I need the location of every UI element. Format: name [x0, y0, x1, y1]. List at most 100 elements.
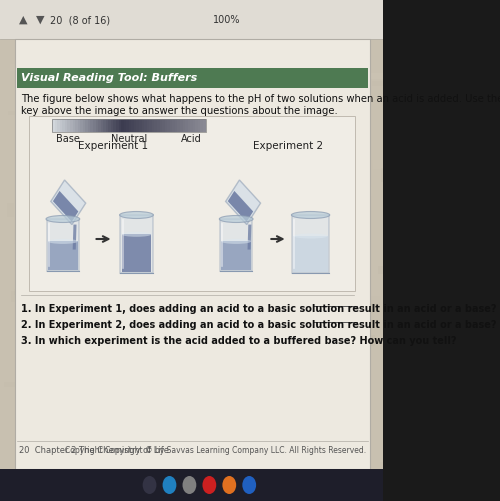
Bar — [326, 405, 342, 411]
Bar — [214, 337, 218, 345]
Text: Base: Base — [56, 134, 80, 144]
Bar — [114, 304, 124, 316]
Bar — [68, 394, 84, 402]
Bar — [142, 119, 144, 132]
Bar — [157, 205, 175, 214]
Bar — [170, 119, 172, 132]
Bar — [178, 119, 180, 132]
Bar — [239, 143, 255, 149]
Bar — [176, 162, 183, 166]
Bar — [262, 408, 280, 413]
Bar — [142, 283, 158, 292]
Bar — [20, 206, 28, 217]
Bar — [48, 241, 78, 270]
Bar — [378, 267, 396, 275]
Bar — [194, 168, 207, 173]
Bar — [116, 119, 119, 132]
Bar — [100, 119, 103, 132]
Bar — [40, 69, 57, 81]
Bar — [151, 326, 162, 339]
Bar — [175, 119, 178, 132]
Bar — [134, 119, 137, 132]
Bar — [353, 322, 358, 329]
Bar — [228, 412, 234, 423]
Bar — [19, 208, 30, 214]
Bar — [167, 119, 170, 132]
Bar — [162, 119, 165, 132]
Bar — [146, 240, 160, 252]
Bar — [349, 378, 361, 390]
Text: 2. In Experiment 2, does adding an acid to a basic solution result in an acid or: 2. In Experiment 2, does adding an acid … — [22, 320, 497, 330]
Bar — [204, 174, 212, 188]
Bar — [95, 362, 110, 375]
Bar — [139, 119, 142, 132]
Bar — [168, 340, 178, 346]
Bar — [14, 289, 25, 295]
Bar — [220, 219, 252, 271]
Bar — [143, 225, 151, 230]
Bar — [45, 448, 62, 453]
Bar — [3, 318, 19, 331]
Bar — [126, 272, 139, 281]
Bar — [56, 428, 68, 433]
Bar — [292, 125, 298, 133]
Polygon shape — [51, 180, 86, 224]
Bar — [316, 186, 331, 194]
Bar — [106, 119, 109, 132]
Bar — [282, 377, 296, 390]
Bar — [24, 103, 38, 115]
Bar — [288, 323, 294, 327]
Bar — [318, 401, 326, 411]
Bar — [328, 190, 338, 201]
Bar — [82, 80, 95, 85]
Bar — [191, 181, 208, 196]
Bar — [134, 94, 142, 104]
Bar — [115, 368, 124, 373]
Bar — [261, 382, 268, 395]
Bar — [286, 81, 294, 85]
Bar — [357, 205, 361, 209]
Bar — [375, 139, 390, 151]
Bar — [94, 97, 107, 108]
Bar — [64, 354, 70, 368]
Bar — [153, 70, 166, 75]
Bar — [50, 352, 56, 358]
Bar — [93, 119, 96, 132]
Bar — [146, 300, 159, 304]
Bar — [362, 297, 380, 306]
Bar — [122, 234, 152, 272]
Bar — [75, 119, 78, 132]
Bar — [300, 417, 318, 430]
Bar — [17, 68, 368, 88]
Bar — [43, 299, 48, 310]
Bar — [275, 277, 283, 281]
Bar — [94, 394, 112, 408]
Bar — [238, 92, 242, 101]
Bar — [263, 455, 273, 469]
Circle shape — [202, 476, 216, 494]
Bar — [317, 60, 330, 71]
Bar — [80, 51, 85, 65]
Bar — [76, 328, 91, 343]
Bar — [122, 437, 126, 444]
Bar — [118, 119, 122, 132]
Bar — [200, 286, 204, 300]
Bar — [31, 182, 48, 192]
Bar — [122, 122, 135, 127]
Bar — [120, 106, 132, 111]
Bar — [129, 119, 132, 132]
Bar — [92, 142, 101, 148]
Polygon shape — [72, 224, 76, 249]
Bar — [309, 395, 328, 404]
Polygon shape — [226, 180, 260, 224]
Text: key above the image to answer the questions about the image.: key above the image to answer the questi… — [22, 106, 338, 116]
Bar — [362, 335, 376, 346]
Bar — [78, 137, 82, 152]
Bar — [324, 392, 334, 400]
Bar — [52, 349, 60, 357]
Bar — [104, 119, 106, 132]
Bar — [356, 187, 372, 196]
Text: Experiment 1: Experiment 1 — [78, 141, 148, 151]
Bar — [188, 211, 207, 215]
Bar — [55, 87, 60, 92]
